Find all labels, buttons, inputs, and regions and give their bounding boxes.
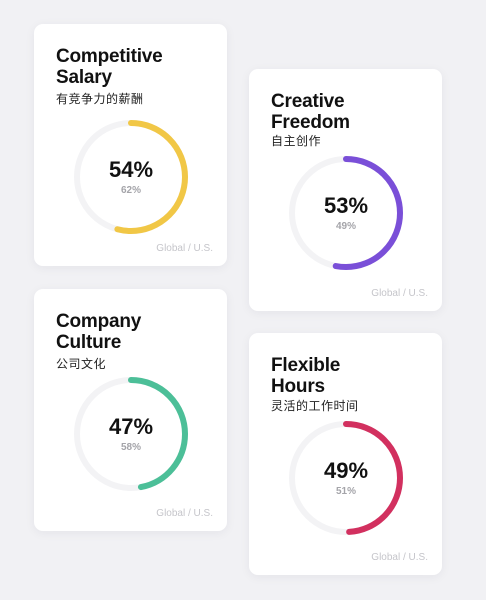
ring-arc [289, 421, 403, 535]
region-label: Global / U.S. [156, 243, 213, 254]
card-title: Flexible Hours [271, 355, 340, 397]
card-title-line: Salary [56, 67, 112, 88]
card-title: Company Culture [56, 311, 141, 353]
progress-ring-svg [74, 377, 188, 491]
card-company-culture: Company Culture 公司文化 47% 58% Global / U.… [34, 289, 227, 531]
card-title-line: Culture [56, 332, 122, 353]
card-title-line: Hours [271, 376, 325, 397]
card-title-line: Freedom [271, 112, 350, 133]
primary-percentage: 54% [108, 157, 154, 182]
card-title-line: Company [56, 311, 142, 332]
card-flexible-hours: Flexible Hours 灵活的工作时间 49% 51% Global / … [249, 333, 442, 575]
card-title-line: Flexible [271, 355, 341, 376]
progress-ring-svg [289, 156, 403, 270]
region-label: Global / U.S. [371, 288, 428, 299]
primary-percentage: 53% [323, 193, 369, 218]
secondary-percentage: 51% [335, 486, 356, 497]
card-competitive-salary: Competitive Salary 有竞争力的薪酬 54% 62% Globa… [34, 24, 227, 266]
ring-arc [289, 156, 403, 270]
primary-percentage: 49% [323, 458, 369, 483]
region-label: Global / U.S. [371, 552, 428, 563]
ring-arc [74, 377, 188, 491]
card-title: Competitive Salary [56, 46, 163, 88]
primary-percentage: 47% [108, 414, 154, 439]
progress-ring: 47% 58% [71, 374, 191, 494]
ring-arc [74, 120, 188, 234]
secondary-percentage: 62% [120, 185, 141, 196]
secondary-percentage: 49% [335, 221, 356, 232]
progress-ring-svg [74, 120, 188, 234]
secondary-percentage: 58% [120, 442, 141, 453]
card-title: Creative Freedom [271, 91, 350, 133]
card-creative-freedom: Creative Freedom 自主创作 53% 49% Global / U… [249, 69, 442, 311]
card-subtitle: 自主创作 [271, 134, 322, 148]
progress-ring: 54% 62% [71, 117, 191, 237]
card-title-line: Creative [271, 91, 345, 112]
card-subtitle: 灵活的工作时间 [271, 399, 359, 413]
progress-ring-svg [289, 421, 403, 535]
progress-ring: 53% 49% [286, 153, 406, 273]
card-subtitle: 有竞争力的薪酬 [56, 92, 144, 106]
region-label: Global / U.S. [156, 508, 213, 519]
card-title-line: Competitive [56, 46, 163, 67]
progress-ring: 49% 51% [286, 418, 406, 538]
card-subtitle: 公司文化 [56, 357, 107, 371]
